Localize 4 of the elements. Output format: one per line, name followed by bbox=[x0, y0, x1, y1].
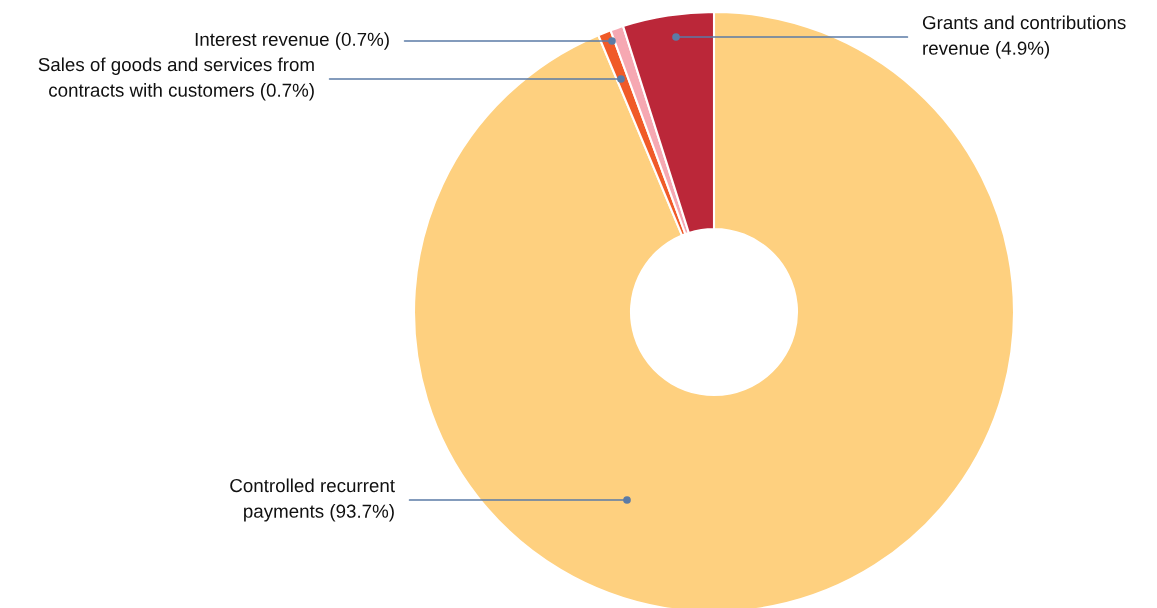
slice-label: Sales of goods and services from contracts with customers (0.7%) bbox=[38, 57, 314, 101]
slice-label: Controlled recurrent payments (93.7%) bbox=[230, 478, 395, 522]
slice-label: Interest revenue (0.7%) bbox=[195, 32, 389, 50]
slice-label: Grants and contributions revenue (4.9%) bbox=[922, 15, 1126, 59]
